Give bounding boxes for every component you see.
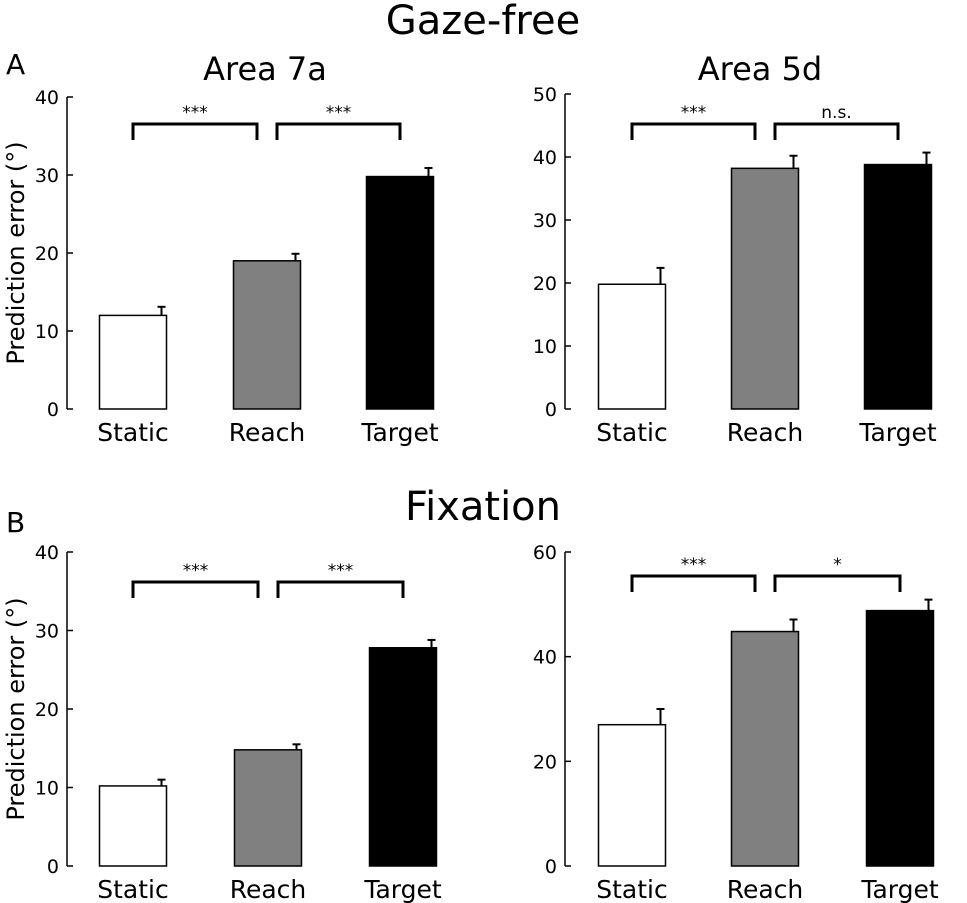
- category-label: Reach: [727, 875, 804, 903]
- significance-label: ***: [183, 561, 209, 581]
- y-tick-label: 20: [35, 243, 59, 265]
- bar-static: [597, 283, 667, 410]
- section-title-fixation: Fixation: [405, 484, 561, 530]
- significance-bracket: [630, 574, 757, 592]
- bar-static: [98, 314, 168, 410]
- significance-bracket: [773, 122, 900, 140]
- significance-label: ***: [182, 103, 208, 123]
- y-tick-label: 0: [545, 399, 557, 421]
- y-tick-label: 30: [35, 165, 59, 187]
- y-axis-label: Prediction error (°): [2, 141, 30, 364]
- y-tick-label: 50: [533, 84, 557, 106]
- category-label: Reach: [230, 875, 307, 903]
- category-label: Target: [363, 875, 442, 903]
- y-tick-label: 20: [533, 273, 557, 295]
- y-tick-label: 20: [35, 699, 59, 721]
- y-axis-label: Prediction error (°): [2, 597, 30, 820]
- significance-bracket: [276, 580, 405, 598]
- y-tick-label: 40: [533, 147, 557, 169]
- bar-static: [597, 723, 667, 867]
- y-tick-label: 40: [533, 647, 557, 669]
- significance-bracket: [131, 580, 260, 598]
- y-tick-label: 10: [533, 336, 557, 358]
- bar-reach: [730, 167, 800, 410]
- significance-bracket: [630, 122, 757, 140]
- bar-target: [863, 163, 933, 410]
- significance-bracket: [773, 574, 902, 592]
- bar-reach: [730, 630, 800, 867]
- significance-bracket: [275, 122, 402, 140]
- chart-area-7a-gaze-free: Area 7a Prediction error (°) 0 10 20 30 40 Stat…: [2, 50, 439, 447]
- y-tick-label: 20: [533, 751, 557, 773]
- category-label: Target: [860, 875, 939, 903]
- significance-label: *: [833, 555, 842, 575]
- y-tick-label: 40: [35, 87, 59, 109]
- chart-area-7a-fixation: Prediction error (°) 0 10 20 30 40 Static Reach…: [2, 542, 442, 903]
- category-label: Static: [97, 875, 168, 903]
- significance-label: ***: [328, 561, 354, 581]
- bar-target: [368, 647, 438, 867]
- y-tick-label: 10: [35, 778, 59, 800]
- y-tick-label: 0: [47, 399, 59, 421]
- significance-label: ***: [681, 555, 707, 575]
- category-label: Reach: [727, 418, 804, 447]
- significance-bracket: [131, 122, 259, 140]
- bar-target: [865, 609, 935, 867]
- y-tick-label: 0: [545, 856, 557, 878]
- bar-reach: [233, 749, 303, 867]
- significance-label: ***: [681, 103, 707, 123]
- y-tick-label: 0: [47, 856, 59, 878]
- bar-target: [365, 175, 435, 410]
- y-tick-label: 10: [35, 321, 59, 343]
- panel-letter-a: A: [6, 48, 25, 81]
- bar-reach: [232, 260, 302, 410]
- y-tick-label: 30: [533, 210, 557, 232]
- chart-title: Area 7a: [203, 50, 327, 88]
- chart-title: Area 5d: [698, 50, 822, 88]
- y-tick-label: 60: [533, 542, 557, 564]
- panel-letter-b: B: [6, 506, 25, 539]
- y-tick-label: 30: [35, 621, 59, 643]
- category-label: Static: [596, 418, 667, 447]
- chart-area-5d-gaze-free: Area 5d 0 10 20 30 40 50 Static Reach Target *** n.…: [533, 50, 937, 447]
- significance-label: ***: [326, 103, 352, 123]
- y-tick-label: 40: [35, 542, 59, 564]
- category-label: Target: [360, 418, 439, 447]
- significance-label: n.s.: [821, 103, 851, 123]
- category-label: Target: [858, 418, 937, 447]
- section-title-gaze-free: Gaze-free: [386, 0, 580, 44]
- category-label: Reach: [229, 418, 306, 447]
- category-label: Static: [97, 418, 168, 447]
- bar-static: [98, 785, 168, 867]
- category-label: Static: [596, 875, 667, 903]
